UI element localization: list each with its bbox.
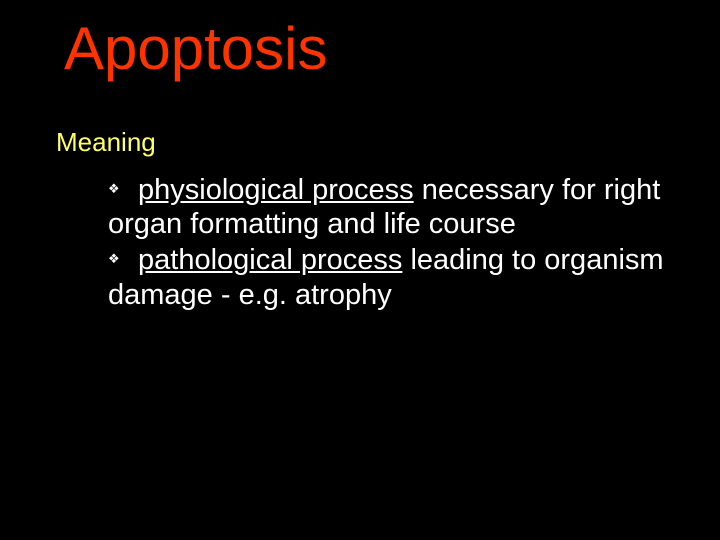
diamond-bullet-icon: ❖ — [108, 251, 120, 266]
slide: Apoptosis Meaning ❖ physiological proces… — [0, 0, 720, 540]
bullet-item: ❖ pathological process leading to organi… — [108, 243, 668, 311]
bullet-underline: pathological process — [138, 244, 402, 276]
bullet-text: physiological process necessary for righ… — [108, 173, 668, 241]
bullet-item: ❖ physiological process necessary for ri… — [108, 173, 668, 241]
bullet-text: pathological process leading to organism… — [108, 243, 668, 311]
slide-subheading: Meaning — [56, 127, 156, 158]
bullet-underline: physiological process — [138, 174, 414, 206]
diamond-bullet-icon: ❖ — [108, 181, 120, 196]
slide-title: Apoptosis — [64, 14, 328, 83]
slide-body: ❖ physiological process necessary for ri… — [108, 173, 668, 314]
